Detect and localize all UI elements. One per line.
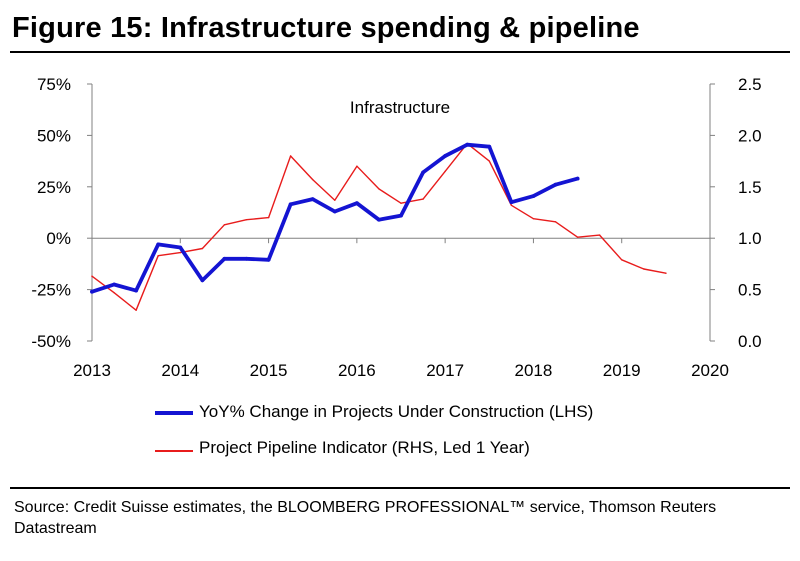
series-pipeline-indicator-point xyxy=(289,155,292,157)
series-pipeline-indicator xyxy=(91,142,667,311)
series-pipeline-indicator-point xyxy=(223,224,226,226)
x-axis-tick-label: 2017 xyxy=(426,361,464,380)
series-yoy-change-point xyxy=(531,194,536,199)
series-yoy-change-point xyxy=(575,176,580,181)
series-yoy-change-point xyxy=(266,257,271,262)
series-pipeline-indicator-point xyxy=(554,221,557,223)
chart-axes xyxy=(87,83,715,342)
series-pipeline-indicator-point xyxy=(400,202,402,204)
series-pipeline-indicator-point xyxy=(135,309,137,311)
series-pipeline-indicator-point xyxy=(334,199,336,201)
series-yoy-change xyxy=(90,142,580,294)
series-pipeline-indicator-point xyxy=(576,236,579,238)
series-pipeline-indicator-point xyxy=(91,275,93,277)
series-pipeline-indicator-point xyxy=(532,218,535,220)
right-axis-tick-label: 0.0 xyxy=(738,332,762,351)
series-yoy-change-point xyxy=(288,202,293,207)
series-pipeline-indicator-point xyxy=(488,160,490,162)
series-pipeline-indicator-point xyxy=(598,234,601,236)
chart-title: Infrastructure xyxy=(350,98,450,117)
series-yoy-change-point xyxy=(332,209,337,214)
series-yoy-change-point xyxy=(421,170,425,175)
left-axis-tick-label: 75% xyxy=(37,75,71,94)
series-yoy-change-point xyxy=(377,217,381,222)
legend-label-rhs: Project Pipeline Indicator (RHS, Led 1 Y… xyxy=(199,438,530,457)
left-axis-tick-label: -25% xyxy=(31,281,71,300)
series-yoy-change-point xyxy=(399,213,403,218)
title-rule xyxy=(10,51,790,53)
legend-swatch-rhs xyxy=(155,450,193,452)
series-yoy-change-point xyxy=(355,201,359,206)
tick-labels: -50% -25% 0% 25% 50% 75% 0.0 0.5 1.0 1.5 2.0 2.5 201… xyxy=(31,75,761,380)
series-pipeline-indicator-point xyxy=(378,188,380,190)
left-axis-tick-label: -50% xyxy=(31,332,71,351)
left-axis-tick-label: 0% xyxy=(46,229,71,248)
source-note: Source: Credit Suisse estimates, the BLO… xyxy=(14,499,717,537)
series-pipeline-indicator-point xyxy=(245,219,248,221)
series-pipeline-indicator-point xyxy=(643,268,645,270)
series-pipeline-indicator-point xyxy=(201,247,204,250)
left-axis-tick-label: 50% xyxy=(37,126,71,145)
series-pipeline-indicator-point xyxy=(312,178,314,181)
series-pipeline-indicator-point xyxy=(510,204,513,206)
series-pipeline-indicator-point xyxy=(356,165,358,167)
series-yoy-change-point xyxy=(134,288,139,293)
series-pipeline-indicator-point xyxy=(179,251,181,254)
series-yoy-change-point xyxy=(200,278,205,283)
series-yoy-change-point xyxy=(443,154,447,158)
x-axis-tick-label: 2015 xyxy=(250,361,288,380)
right-axis-tick-label: 1.0 xyxy=(738,229,762,248)
x-axis-tick-label: 2013 xyxy=(73,361,111,380)
right-axis-tick-label: 1.5 xyxy=(738,178,762,197)
series-yoy-change-point xyxy=(244,256,249,261)
series-pipeline-indicator-point xyxy=(113,292,115,294)
series-yoy-change-point xyxy=(156,242,161,247)
legend-label-lhs: YoY% Change in Projects Under Constructi… xyxy=(199,402,594,421)
legend-swatch-lhs xyxy=(155,411,193,415)
series-pipeline-indicator-point xyxy=(444,170,446,173)
series-pipeline-indicator-point xyxy=(157,255,159,257)
x-axis-tick-label: 2016 xyxy=(338,361,376,380)
series-yoy-change-point xyxy=(509,200,514,205)
right-axis-tick-label: 0.5 xyxy=(738,281,762,300)
series-yoy-change-point xyxy=(553,182,558,187)
left-axis-tick-label: 25% xyxy=(37,178,71,197)
series-yoy-change-point xyxy=(465,142,470,147)
source-rule xyxy=(10,487,790,489)
right-axis-tick-label: 2.0 xyxy=(738,126,762,145)
series-layer xyxy=(90,142,667,311)
figure-title: Figure 15: Infrastructure spending & pip… xyxy=(12,12,640,44)
series-pipeline-indicator-point xyxy=(422,198,424,200)
series-yoy-change-point xyxy=(222,256,227,261)
series-pipeline-indicator-point xyxy=(665,272,667,274)
series-yoy-change-point xyxy=(112,282,116,287)
x-axis-tick-label: 2018 xyxy=(515,361,553,380)
series-pipeline-indicator-point xyxy=(621,259,623,261)
series-yoy-change-point xyxy=(90,289,94,294)
series-yoy-change-point xyxy=(310,197,315,202)
series-pipeline-indicator-point xyxy=(267,216,270,219)
series-yoy-change-point xyxy=(487,144,492,149)
x-axis-tick-label: 2020 xyxy=(691,361,729,380)
series-yoy-change-point xyxy=(178,245,183,250)
right-axis-tick-label: 2.5 xyxy=(738,75,762,94)
x-axis-tick-label: 2019 xyxy=(603,361,641,380)
x-axis-tick-label: 2014 xyxy=(161,361,199,380)
